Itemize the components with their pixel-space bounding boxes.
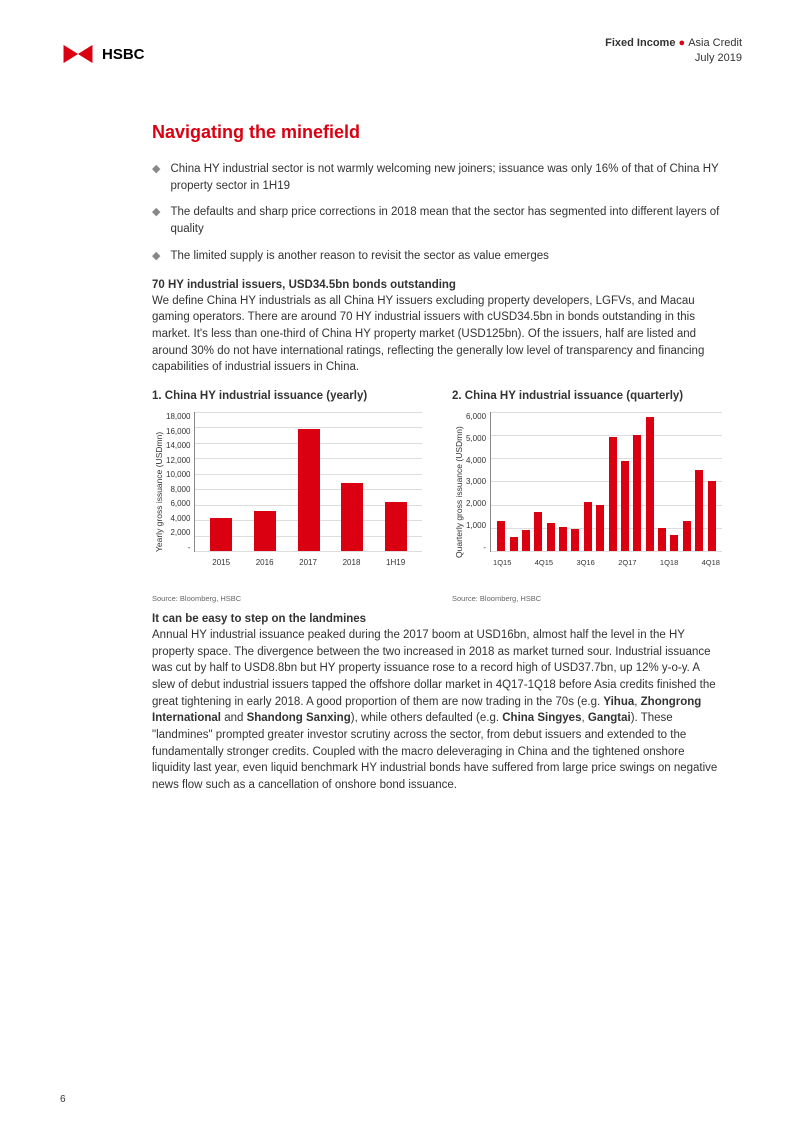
hsbc-hexagon-icon (60, 36, 96, 72)
bar (633, 435, 641, 551)
bar (385, 502, 407, 551)
bar (683, 521, 691, 551)
diamond-icon: ◆ (152, 249, 160, 265)
chart-plot: 20152016201720181H19 (194, 412, 422, 552)
chart-area: Quarterly gross issuance (USDmn) 6,0005,… (452, 412, 722, 572)
chart-quarterly: 2. China HY industrial issuance (quarter… (452, 390, 722, 603)
section-body: Annual HY industrial issuance peaked dur… (152, 627, 722, 794)
x-axis-labels: 20152016201720181H19 (195, 558, 422, 567)
bar (571, 529, 579, 551)
bar (658, 528, 666, 551)
chart-source: Source: Bloomberg, HSBC (452, 594, 722, 603)
content-body: Navigating the minefield ◆ China HY indu… (152, 122, 722, 794)
section-body: We define China HY industrials as all Ch… (152, 293, 722, 376)
page-title: Navigating the minefield (152, 122, 722, 143)
bar (298, 429, 320, 551)
company-name: Shandong Sanxing (247, 712, 351, 724)
bar (254, 511, 276, 551)
bar (695, 470, 703, 551)
diamond-icon: ◆ (152, 205, 160, 237)
logo-text: HSBC (102, 46, 145, 63)
page-number: 6 (60, 1094, 66, 1105)
bar (670, 535, 678, 551)
bar (522, 530, 530, 551)
bar (708, 481, 716, 551)
page-header: HSBC Fixed Income ● Asia Credit July 201… (60, 36, 742, 72)
y-axis-ticks: 18,00016,00014,00012,00010,0008,0006,000… (166, 412, 194, 552)
section-heading: 70 HY industrial issuers, USD34.5bn bond… (152, 279, 722, 291)
x-axis-labels: 1Q154Q153Q162Q171Q184Q18 (491, 558, 722, 567)
bullet-text: The defaults and sharp price corrections… (170, 204, 722, 237)
y-axis-label: Yearly gross issuance (USDmn) (152, 412, 166, 572)
chart-title: 1. China HY industrial issuance (yearly) (152, 390, 422, 402)
header-subcategory: Asia Credit (688, 37, 742, 49)
bars-container (195, 412, 422, 551)
chart-yearly: 1. China HY industrial issuance (yearly)… (152, 390, 422, 603)
chart-plot: 1Q154Q153Q162Q171Q184Q18 (490, 412, 722, 552)
bar (547, 523, 555, 551)
y-axis-ticks: 6,0005,0004,0003,0002,0001,000- (466, 412, 490, 552)
bar (584, 502, 592, 551)
bar (497, 521, 505, 551)
hsbc-logo: HSBC (60, 36, 145, 72)
y-axis-label: Quarterly gross issuance (USDmn) (452, 412, 466, 572)
diamond-icon: ◆ (152, 162, 160, 194)
header-category: Fixed Income (605, 37, 675, 49)
company-name: China Singyes (502, 712, 581, 724)
bar (534, 512, 542, 551)
bar (559, 527, 567, 551)
header-date: July 2019 (605, 51, 742, 66)
bullet-item: ◆ The limited supply is another reason t… (152, 248, 722, 265)
chart-area: Yearly gross issuance (USDmn) 18,00016,0… (152, 412, 422, 572)
bullet-text: The limited supply is another reason to … (170, 248, 548, 265)
bar (646, 417, 654, 551)
company-name: Gangtai (588, 712, 631, 724)
bullet-item: ◆ The defaults and sharp price correctio… (152, 204, 722, 237)
bars-container (491, 412, 722, 551)
section-heading: It can be easy to step on the landmines (152, 613, 722, 625)
bullet-list: ◆ China HY industrial sector is not warm… (152, 161, 722, 265)
chart-title: 2. China HY industrial issuance (quarter… (452, 390, 722, 402)
company-name: Yihua (603, 696, 634, 708)
chart-source: Source: Bloomberg, HSBC (152, 594, 422, 603)
header-meta: Fixed Income ● Asia Credit July 2019 (605, 36, 742, 67)
bullet-item: ◆ China HY industrial sector is not warm… (152, 161, 722, 194)
bar (210, 518, 232, 551)
bar (341, 483, 363, 551)
bar (609, 437, 617, 551)
charts-row: 1. China HY industrial issuance (yearly)… (152, 390, 722, 603)
bar (621, 461, 629, 551)
bullet-text: China HY industrial sector is not warmly… (170, 161, 722, 194)
separator-dot-icon: ● (679, 37, 689, 49)
bar (510, 537, 518, 551)
bar (596, 505, 604, 551)
